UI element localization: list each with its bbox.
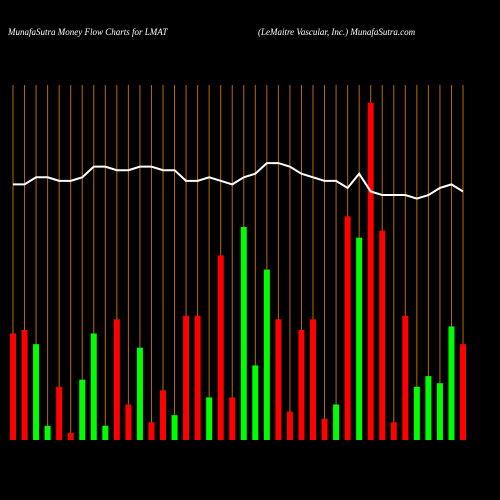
bar: [252, 365, 259, 440]
bar: [321, 418, 328, 440]
bar: [286, 411, 293, 440]
money-flow-line: [13, 162, 464, 200]
bar: [333, 404, 340, 440]
chart-subtitle: (LeMaitre Vascular, Inc.) MunafaSutra.co…: [258, 27, 416, 37]
bar: [448, 326, 455, 440]
bar: [402, 315, 409, 440]
bar: [413, 386, 420, 440]
chart-title: MunafaSutra Money Flow Charts for LMAT: [7, 27, 168, 37]
bar: [206, 397, 213, 440]
bar: [310, 319, 316, 440]
bar: [367, 102, 374, 440]
bar: [298, 329, 305, 440]
bar: [33, 344, 40, 440]
bar: [56, 386, 63, 440]
bar: [148, 422, 155, 440]
bar: [113, 319, 120, 440]
bar: [379, 230, 386, 440]
bar: [160, 390, 166, 440]
bar: [344, 216, 351, 440]
bar: [171, 415, 178, 440]
bar: [125, 404, 132, 440]
bar: [183, 315, 190, 440]
bar: [425, 376, 432, 440]
bar: [263, 269, 270, 440]
bar: [79, 379, 86, 440]
bar: [436, 383, 443, 440]
bar: [136, 347, 143, 440]
bar: [194, 315, 201, 440]
bar: [217, 255, 224, 440]
bar: [44, 425, 51, 440]
bar: [67, 432, 74, 440]
bar: [460, 344, 466, 440]
bar: [240, 227, 247, 440]
bar: [90, 333, 97, 440]
bar: [390, 422, 397, 440]
bar: [10, 333, 16, 440]
bar: [229, 397, 236, 440]
bar: [275, 319, 282, 440]
bar: [102, 425, 109, 440]
bar: [356, 237, 363, 440]
bar: [21, 329, 28, 440]
